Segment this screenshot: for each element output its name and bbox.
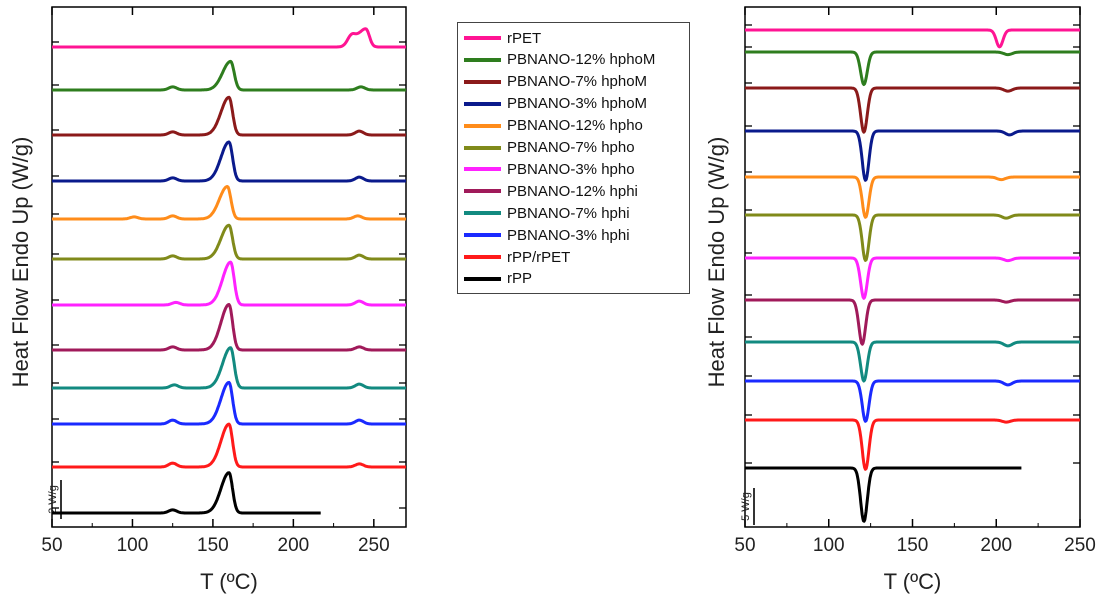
panel-heating-scale-bar-label: 2 W/g [47,485,59,514]
legend-label: rPP [507,270,533,288]
legend-swatch [464,57,501,62]
legend-swatch [464,233,501,238]
legend-swatch [464,255,501,259]
legend-item: rPET [464,28,541,48]
panel-heating-series-pbnano-7-hpho [51,223,407,261]
legend-label: PBNANO-7% hphoM [507,73,648,91]
panel-heating-x-tick-label: 250 [358,535,390,556]
legend-swatch [464,211,501,216]
panel-cooling-series-rpp-rpet [744,418,1081,471]
panel-cooling-series-rpet [744,28,1081,49]
panel-heating-series-pbnano-12-hpho [51,185,407,221]
legend-label: PBNANO-3% hpho [507,160,635,178]
panel-heating-series-pbnano-12-hphom [51,59,407,92]
panel-cooling-series-pbnano-7-hpho [744,213,1081,262]
legend: rPET PBNANO-12% hphoM PBNANO-7% hphoM PBNAN… [457,22,690,294]
legend-label: PBNANO-12% hpho [507,117,643,135]
legend-swatch [464,36,501,40]
panel-cooling-y-axis-title: Heat Flow Endo Up (W/g) [704,137,729,388]
panel-cooling-series-pbnano-12-hpho [744,175,1081,219]
legend-item: PBNANO-12% hpho [464,116,643,136]
panel-cooling-x-axis-title: T (ºC) [884,569,942,594]
panel-cooling-plot-frame [744,6,1081,528]
panel-cooling-series-pbnano-12-hphom [744,50,1081,86]
panel-heating-series-pbnano-12-hphi [51,303,407,352]
panel-cooling-x-tick-label: 200 [980,535,1012,556]
panel-cooling-series-pbnano-3-hphi [744,379,1081,423]
legend-label: PBNANO-7% hphi [507,204,630,222]
panel-heating-series-rpp-rpet [51,422,407,469]
panel-cooling-series-pbnano-3-hpho [744,256,1081,300]
legend-item: PBNANO-12% hphoM [464,50,655,70]
panel-heating-series-pbnano-3-hphom [51,140,407,183]
legend-swatch [464,167,501,172]
panel-heating-x-axis-title: T (ºC) [200,569,258,594]
legend-label: rPP/rPET [507,248,571,266]
legend-item: PBNANO-7% hphoM [464,72,647,92]
legend-label: PBNANO-12% hphi [507,182,638,200]
panel-heating-x-tick-label: 150 [197,535,229,556]
legend-swatch [464,145,501,150]
panel-heating-series-pbnano-3-hphi [51,380,407,426]
panel-heating-series-pbnano-7-hphom [51,95,407,137]
panel-cooling-scale-bar-label: 5 W/g [740,492,752,521]
panel-heating-series-pbnano-7-hphi [51,346,407,390]
panel-cooling-x-tick-label: 250 [1064,535,1096,556]
legend-swatch [464,101,501,106]
legend-swatch [464,276,501,281]
panel-cooling-x-tick-label: 100 [813,535,845,556]
legend-item: PBNANO-12% hphi [464,181,638,201]
legend-item: PBNANO-3% hphi [464,225,630,245]
panel-cooling-series-pbnano-3-hphom [744,129,1081,182]
panel-cooling-series-pbnano-12-hphi [744,298,1081,346]
legend-item: rPP/rPET [464,247,570,267]
panel-heating-x-tick-label: 200 [278,535,310,556]
legend-label: PBNANO-3% hphoM [507,95,648,113]
panel-heating-x-tick-label: 50 [41,535,62,556]
panel-heating-y-axis-title: Heat Flow Endo Up (W/g) [8,137,33,388]
panel-cooling-series-pbnano-7-hphi [744,340,1081,383]
legend-item: PBNANO-7% hphi [464,203,630,223]
legend-swatch [464,123,501,128]
legend-label: PBNANO-7% hpho [507,139,635,156]
legend-label: PBNANO-12% hphoM [507,51,656,69]
legend-label: PBNANO-3% hphi [507,226,630,244]
panel-heating-plot-frame [51,6,407,528]
legend-item: PBNANO-7% hpho [464,138,635,158]
legend-item: rPP [464,269,532,289]
legend-item: PBNANO-3% hpho [464,159,635,179]
panel-heating-series-rpp [51,471,322,515]
legend-item: PBNANO-3% hphoM [464,94,647,114]
panel-heating-x-tick-label: 100 [117,535,149,556]
panel-heating-series-rpet [51,27,407,49]
legend-label: rPET [507,29,542,47]
panel-cooling-series-pbnano-7-hphom [744,86,1081,134]
panel-cooling-x-tick-label: 150 [897,535,929,556]
panel-heating-series-pbnano-3-hpho [51,260,407,307]
legend-swatch [464,189,501,194]
legend-swatch [464,79,501,84]
panel-cooling-x-tick-label: 50 [734,535,755,556]
panel-cooling-series-rpp [744,466,1023,523]
